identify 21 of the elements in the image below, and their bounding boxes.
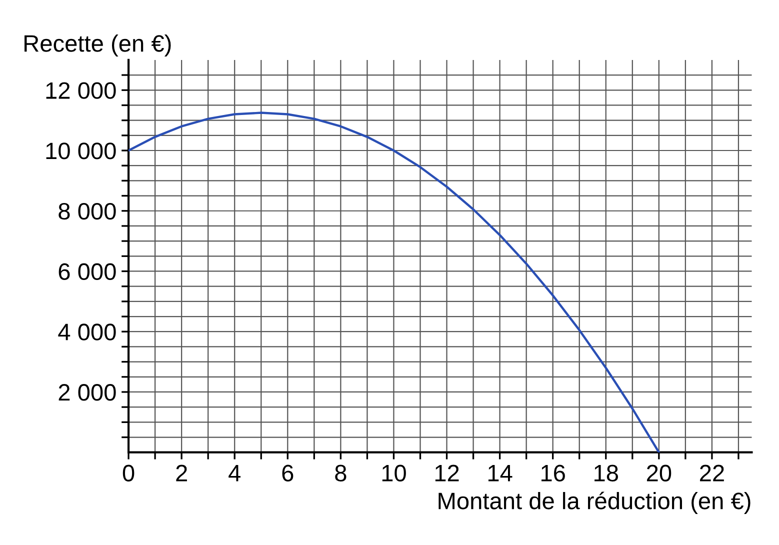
x-tick-label: 18	[594, 464, 618, 482]
x-axis-title: Montant de la réduction (en €)	[438, 492, 750, 514]
line-series	[128, 112, 660, 452]
y-tick-label: 2 000	[58, 384, 116, 401]
x-tick-label: 10	[382, 464, 406, 482]
y-axis-title: Recette (en €)	[24, 34, 171, 57]
y-tick-label: 6 000	[58, 263, 116, 280]
x-tick-label: 14	[488, 465, 512, 482]
x-tick-label: 0	[122, 464, 134, 482]
x-tick-label: 16	[542, 464, 565, 482]
y-tick-label: 10 000	[46, 142, 116, 160]
y-tick-label: 12 000	[46, 82, 116, 99]
y-tick-label: 8 000	[58, 202, 116, 220]
x-tick-label: 2	[176, 464, 187, 482]
x-tick-label: 22	[700, 464, 724, 482]
x-tick-label: 6	[282, 464, 294, 482]
x-tick-label: 20	[646, 464, 672, 482]
x-tick-label: 12	[435, 464, 459, 482]
x-tick-label: 8	[335, 464, 346, 482]
x-tick-label: 4	[228, 465, 240, 482]
y-tick-label: 4 000	[58, 324, 116, 340]
